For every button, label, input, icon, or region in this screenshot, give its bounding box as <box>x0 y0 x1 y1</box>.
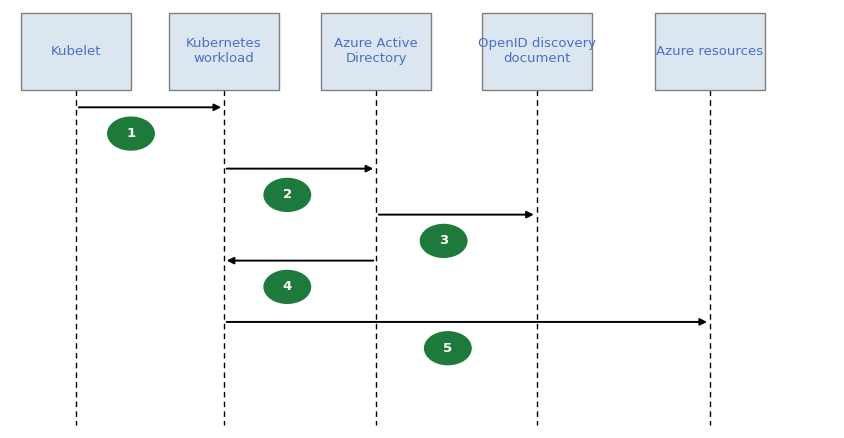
Text: Kubelet: Kubelet <box>51 45 101 58</box>
Text: 5: 5 <box>443 342 452 355</box>
Ellipse shape <box>420 224 467 258</box>
Ellipse shape <box>263 179 311 211</box>
Ellipse shape <box>425 332 471 364</box>
FancyBboxPatch shape <box>21 13 131 90</box>
Text: Kubernetes
workload: Kubernetes workload <box>186 38 262 65</box>
Text: 2: 2 <box>283 188 291 201</box>
FancyBboxPatch shape <box>169 13 279 90</box>
Text: 4: 4 <box>283 280 291 293</box>
Ellipse shape <box>108 117 154 150</box>
Text: 1: 1 <box>127 127 135 140</box>
Text: Azure resources: Azure resources <box>656 45 762 58</box>
Text: OpenID discovery
document: OpenID discovery document <box>477 38 595 65</box>
FancyBboxPatch shape <box>481 13 591 90</box>
Text: 3: 3 <box>439 234 447 247</box>
Ellipse shape <box>263 271 311 304</box>
FancyBboxPatch shape <box>321 13 430 90</box>
Text: Azure Active
Directory: Azure Active Directory <box>333 38 418 65</box>
FancyBboxPatch shape <box>654 13 764 90</box>
